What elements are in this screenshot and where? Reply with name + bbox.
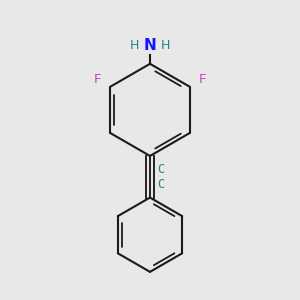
Text: H: H xyxy=(130,40,139,52)
Text: H: H xyxy=(161,40,170,52)
Text: F: F xyxy=(94,73,101,86)
Text: C: C xyxy=(158,178,165,191)
Text: N: N xyxy=(144,38,156,53)
Text: F: F xyxy=(199,73,206,86)
Text: C: C xyxy=(158,163,165,176)
